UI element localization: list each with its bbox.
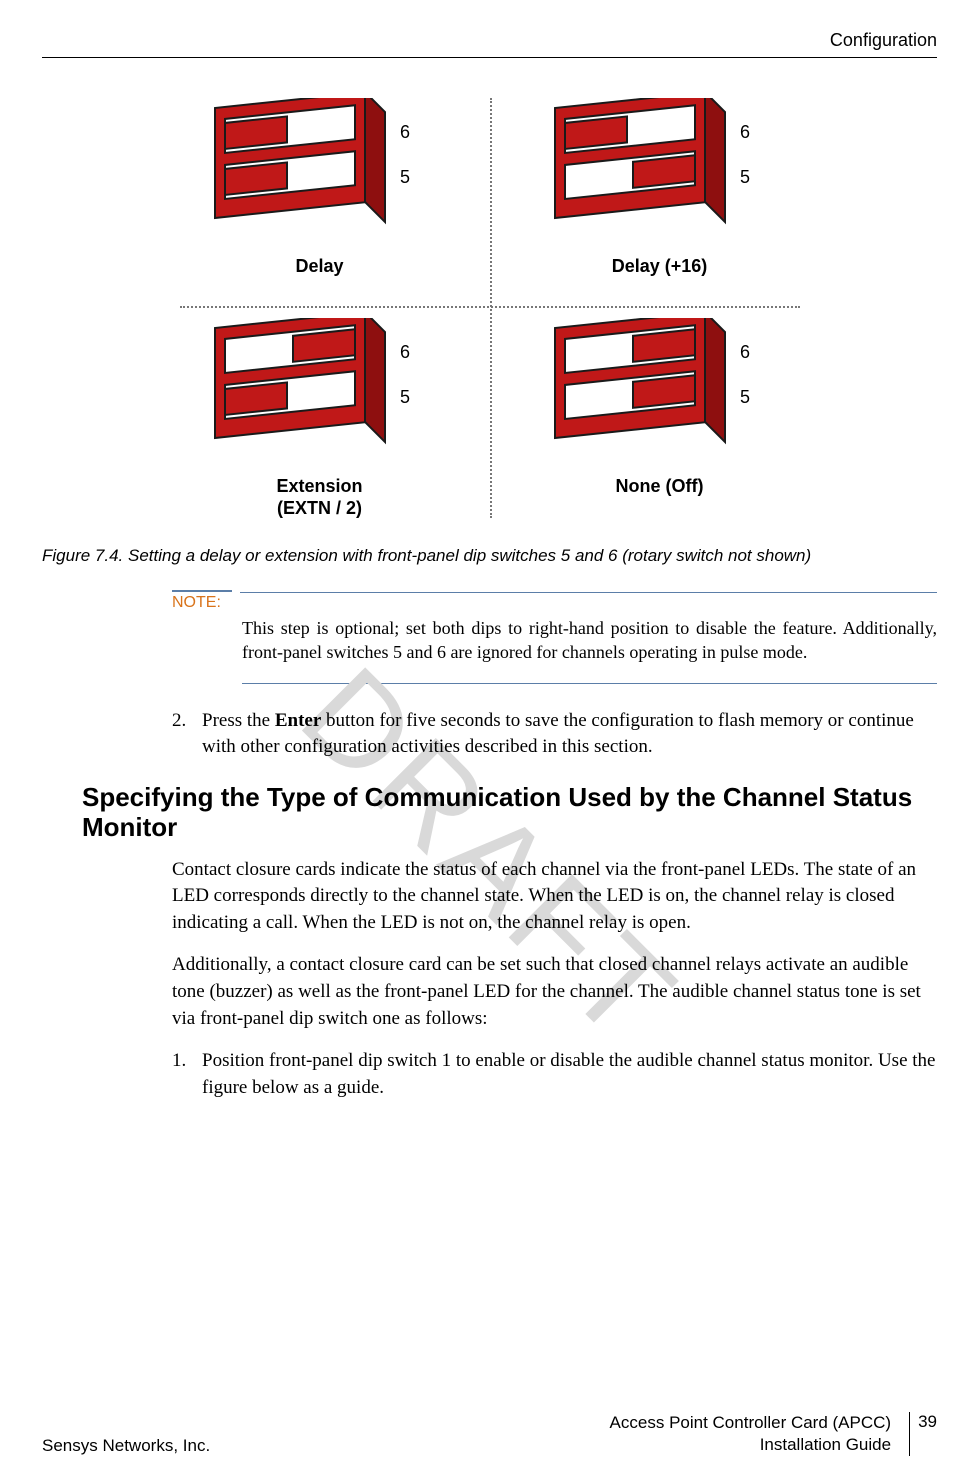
dip-switch-extension-svg: 6 5 xyxy=(205,318,435,468)
paragraph-2: Additionally, a contact closure card can… xyxy=(172,952,937,1032)
dip-switch-delay16-svg: 6 5 xyxy=(545,98,775,248)
dip-switch-extension-label: Extension (EXTN / 2) xyxy=(180,476,460,519)
page-header: Configuration xyxy=(42,30,937,58)
footer-doc-title: Access Point Controller Card (APCC) Inst… xyxy=(610,1412,902,1456)
ordered-list-item-1: 1. Position front-panel dip switch 1 to … xyxy=(172,1048,937,1101)
figure-divider-vertical xyxy=(490,98,492,518)
switch-label-6: 6 xyxy=(400,342,410,362)
list-body: Position front-panel dip switch 1 to ena… xyxy=(202,1048,937,1101)
note-top-rule xyxy=(240,592,937,593)
list-number: 2. xyxy=(172,708,202,761)
list-body: Press the Enter button for five seconds … xyxy=(202,708,937,761)
switch-label-5: 5 xyxy=(740,167,750,187)
switch-label-5: 5 xyxy=(740,387,750,407)
note-label: NOTE: xyxy=(172,590,232,612)
switch-label-5: 5 xyxy=(400,387,410,407)
dip-switch-delay-svg: 6 5 xyxy=(205,98,435,248)
list-number: 1. xyxy=(172,1048,202,1101)
ordered-list-item-2: 2. Press the Enter button for five secon… xyxy=(172,708,937,761)
dip-switch-delay16: 6 5 Delay (+16) xyxy=(520,98,800,298)
footer-divider xyxy=(909,1412,910,1456)
note-text: This step is optional; set both dips to … xyxy=(242,616,937,684)
figure-caption: Figure 7.4. Setting a delay or extension… xyxy=(42,546,937,566)
switch-label-6: 6 xyxy=(400,122,410,142)
page-footer: Sensys Networks, Inc. Access Point Contr… xyxy=(42,1412,937,1456)
dip-switch-delay16-label: Delay (+16) xyxy=(520,256,800,278)
dip-switch-none-svg: 6 5 xyxy=(545,318,775,468)
dip-switch-extension: 6 5 Extension (EXTN / 2) xyxy=(180,318,460,518)
switch-label-6: 6 xyxy=(740,342,750,362)
switch-label-5: 5 xyxy=(400,167,410,187)
section-heading: Specifying the Type of Communication Use… xyxy=(82,783,937,843)
paragraph-1: Contact closure cards indicate the statu… xyxy=(172,857,937,937)
dip-switch-delay: 6 5 Delay xyxy=(180,98,460,298)
dip-switch-none: 6 5 None (Off) xyxy=(520,318,800,518)
dip-switch-none-label: None (Off) xyxy=(520,476,800,498)
note-block: NOTE: This step is optional; set both di… xyxy=(172,590,937,684)
figure-7-4: 6 5 Delay 6 5 xyxy=(140,98,840,528)
footer-page-number: 39 xyxy=(918,1412,937,1432)
footer-company: Sensys Networks, Inc. xyxy=(42,1436,210,1456)
dip-switch-delay-label: Delay xyxy=(180,256,460,278)
header-section: Configuration xyxy=(830,30,937,50)
switch-label-6: 6 xyxy=(740,122,750,142)
